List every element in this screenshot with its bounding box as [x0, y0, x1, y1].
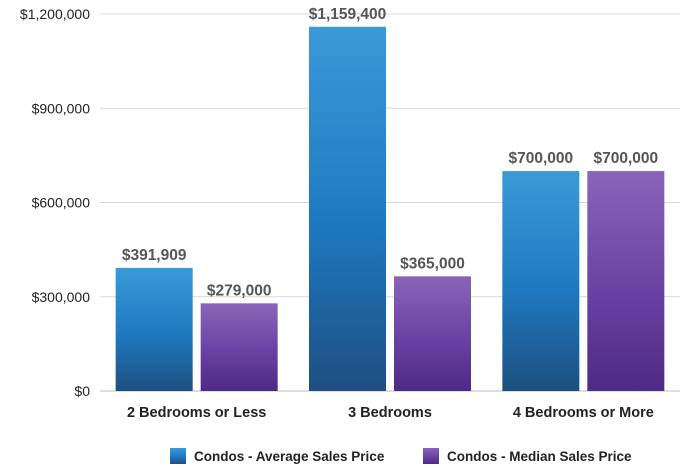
data-label: $700,000: [509, 150, 574, 167]
legend: Condos - Average Sales Price Condos - Med…: [170, 448, 632, 464]
bar-average-2: [502, 171, 580, 391]
data-label: $1,159,400: [309, 6, 387, 23]
bar-average-1: [309, 26, 386, 392]
y-tick-label: $300,000: [32, 289, 91, 305]
legend-swatch-average: [170, 448, 186, 464]
legend-label-median: Condos - Median Sales Price: [447, 449, 632, 464]
x-axis-categories: 2 Bedrooms or Less 3 Bedrooms 4 Bedrooms o…: [127, 405, 654, 421]
data-labels: $391,909 $279,000 $1,159,400 $365,000 $700,0…: [122, 6, 658, 300]
gridlines: [100, 13, 680, 392]
y-tick-label: $1,200,000: [20, 6, 90, 22]
y-tick-label: $900,000: [32, 100, 91, 116]
bar-median-1: [394, 276, 471, 391]
legend-swatch-median: [423, 448, 439, 464]
data-label: $279,000: [207, 282, 272, 299]
x-category-label: 2 Bedrooms or Less: [127, 405, 266, 421]
data-label: $700,000: [594, 150, 659, 167]
legend-label-average: Condos - Average Sales Price: [194, 449, 385, 464]
x-category-label: 4 Bedrooms or More: [513, 405, 654, 421]
y-tick-label: $0: [74, 383, 90, 399]
x-category-label: 3 Bedrooms: [348, 405, 432, 421]
y-tick-label: $600,000: [32, 195, 91, 211]
y-axis-ticks: $0 $300,000 $600,000 $900,000 $1,200,000: [20, 6, 90, 399]
data-label: $365,000: [400, 255, 465, 272]
data-label: $391,909: [122, 247, 187, 264]
bars: [115, 26, 665, 392]
bar-median-0: [200, 303, 278, 391]
bar-average-0: [115, 267, 193, 391]
bar-median-2: [587, 171, 665, 391]
